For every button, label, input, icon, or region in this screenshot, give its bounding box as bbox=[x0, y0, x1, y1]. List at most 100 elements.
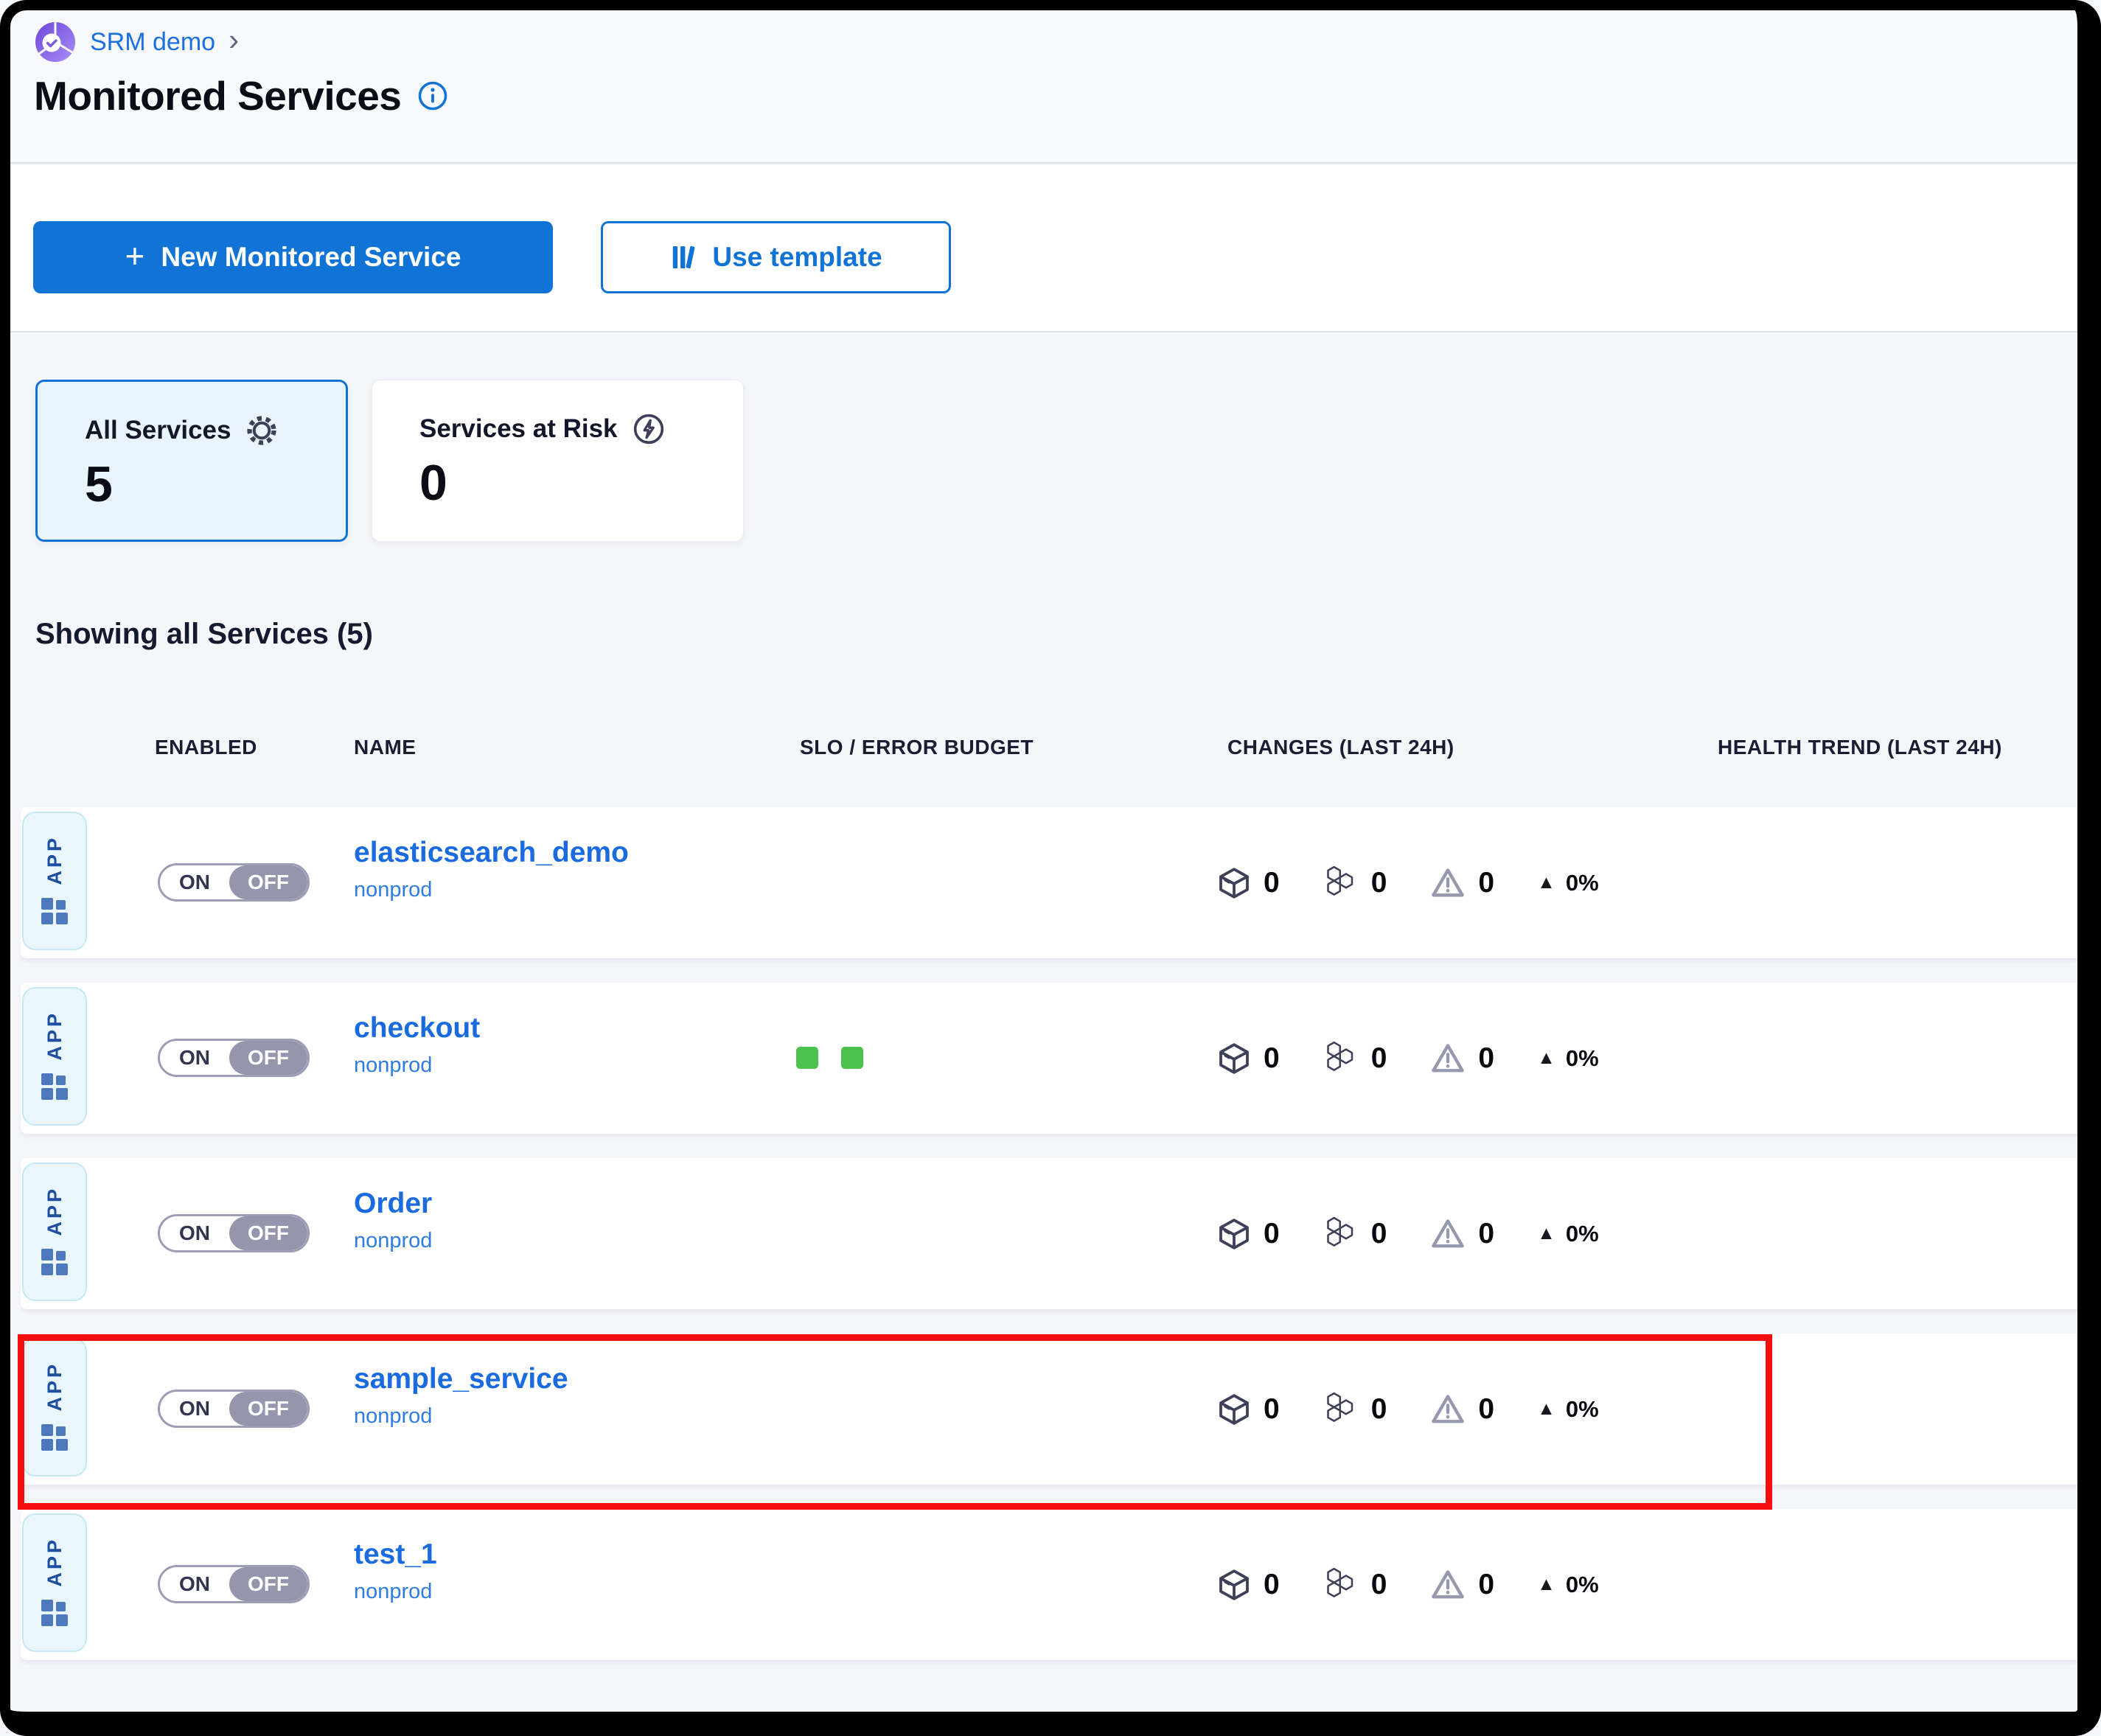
trend-percent: 0% bbox=[1565, 1220, 1599, 1247]
table-row: APP ON OFF elasticsearch_demo nonprod 0 … bbox=[21, 807, 2080, 958]
table-row: APP ON OFF Order nonprod 0 0 0 ▲ 0% bbox=[21, 1158, 2080, 1309]
app-badge-label: APP bbox=[43, 835, 66, 885]
warning-triangle-icon bbox=[1429, 1391, 1466, 1428]
actions-toolbar: + New Monitored Service Use template bbox=[0, 165, 2101, 332]
column-header-slo: SLO / ERROR BUDGET bbox=[800, 736, 1034, 759]
use-template-button[interactable]: Use template bbox=[601, 221, 951, 293]
toggle-on-label: ON bbox=[179, 1572, 210, 1595]
health-trend-cell bbox=[1718, 807, 2057, 958]
lightning-icon bbox=[633, 413, 665, 445]
alerts-count: 0 bbox=[1478, 1217, 1495, 1249]
health-trend-cell bbox=[1718, 1158, 2057, 1309]
app-grid-icon bbox=[40, 897, 69, 927]
toggle-off-label: OFF bbox=[229, 1567, 307, 1601]
toggle-on-label: ON bbox=[179, 871, 210, 893]
breadcrumb: SRM demo › bbox=[34, 21, 239, 63]
services-count: 0 bbox=[1370, 866, 1387, 899]
toggle-on-label: ON bbox=[179, 1221, 210, 1244]
services-count: 0 bbox=[1370, 1217, 1387, 1249]
new-monitored-service-label: New Monitored Service bbox=[161, 242, 461, 272]
slo-status-squares bbox=[796, 1047, 863, 1069]
list-heading: Showing all Services (5) bbox=[35, 618, 373, 650]
warning-triangle-icon bbox=[1429, 1040, 1466, 1077]
health-trend-cell bbox=[1718, 1334, 2057, 1485]
toggle-off-label: OFF bbox=[229, 1392, 307, 1426]
all-services-label: All Services bbox=[85, 416, 231, 445]
enabled-toggle[interactable]: ON OFF bbox=[158, 863, 310, 902]
column-header-changes: CHANGES (LAST 24H) bbox=[1227, 736, 1454, 759]
slo-green-square bbox=[796, 1047, 818, 1069]
info-icon[interactable] bbox=[417, 80, 448, 111]
package-cube-icon bbox=[1216, 1041, 1252, 1076]
breadcrumb-link-srm-demo[interactable]: SRM demo bbox=[90, 27, 216, 56]
app-type-badge: APP bbox=[22, 1338, 87, 1477]
trend-up-icon: ▲ bbox=[1537, 872, 1555, 893]
service-name-link[interactable]: elasticsearch_demo bbox=[354, 837, 629, 868]
table-row: APP ON OFF test_1 nonprod 0 0 0 ▲ 0% bbox=[21, 1509, 2080, 1660]
hexagon-cluster-icon bbox=[1323, 1040, 1359, 1077]
service-name-link[interactable]: Order bbox=[354, 1188, 433, 1219]
services-count: 0 bbox=[1370, 1568, 1387, 1600]
toggle-on-label: ON bbox=[179, 1397, 210, 1420]
service-env-label: nonprod bbox=[354, 1229, 433, 1252]
hexagon-cluster-icon bbox=[1323, 865, 1359, 902]
srm-app-logo-icon[interactable] bbox=[34, 21, 77, 63]
deployments-count: 0 bbox=[1264, 1568, 1280, 1600]
services-count: 0 bbox=[1370, 1392, 1387, 1425]
column-header-name: NAME bbox=[354, 736, 417, 759]
toggle-off-label: OFF bbox=[229, 1216, 307, 1250]
app-grid-icon bbox=[40, 1073, 69, 1102]
all-services-count: 5 bbox=[85, 456, 113, 512]
column-header-health-trend: HEALTH TREND (LAST 24H) bbox=[1718, 736, 2002, 759]
alerts-count: 0 bbox=[1478, 866, 1495, 899]
alerts-count: 0 bbox=[1478, 1042, 1495, 1074]
hexagon-cluster-icon bbox=[1323, 1566, 1359, 1603]
services-at-risk-card[interactable]: Services at Risk 0 bbox=[372, 380, 744, 542]
service-env-label: nonprod bbox=[354, 878, 433, 902]
toggle-off-label: OFF bbox=[229, 865, 307, 899]
enabled-toggle[interactable]: ON OFF bbox=[158, 1565, 310, 1603]
service-name-link[interactable]: sample_service bbox=[354, 1363, 568, 1395]
trend-up-icon: ▲ bbox=[1537, 1574, 1555, 1594]
app-badge-label: APP bbox=[43, 1537, 66, 1587]
column-header-enabled: ENABLED bbox=[155, 736, 257, 759]
enabled-toggle[interactable]: ON OFF bbox=[158, 1214, 310, 1252]
new-monitored-service-button[interactable]: + New Monitored Service bbox=[33, 221, 553, 293]
package-cube-icon bbox=[1216, 1216, 1252, 1252]
table-header: ENABLED NAME SLO / ERROR BUDGET CHANGES … bbox=[0, 736, 2101, 770]
trend-up-icon: ▲ bbox=[1537, 1398, 1555, 1419]
app-type-badge: APP bbox=[22, 987, 87, 1126]
alerts-count: 0 bbox=[1478, 1568, 1495, 1600]
service-name-link[interactable]: test_1 bbox=[354, 1538, 437, 1570]
app-type-badge: APP bbox=[22, 812, 87, 950]
enabled-toggle[interactable]: ON OFF bbox=[158, 1039, 310, 1077]
services-count: 0 bbox=[1370, 1042, 1387, 1074]
app-type-badge: APP bbox=[22, 1513, 87, 1652]
table-row: APP ON OFF checkout nonprod 0 0 0 ▲ 0% bbox=[21, 983, 2080, 1134]
package-cube-icon bbox=[1216, 865, 1252, 901]
deployments-count: 0 bbox=[1264, 1217, 1280, 1249]
trend-percent: 0% bbox=[1565, 1571, 1599, 1597]
services-at-risk-count: 0 bbox=[419, 455, 447, 511]
package-cube-icon bbox=[1216, 1392, 1252, 1427]
app-grid-icon bbox=[40, 1248, 69, 1277]
toggle-off-label: OFF bbox=[229, 1041, 307, 1075]
service-env-label: nonprod bbox=[354, 1053, 433, 1077]
services-at-risk-label: Services at Risk bbox=[419, 414, 618, 443]
enabled-toggle[interactable]: ON OFF bbox=[158, 1390, 310, 1428]
app-badge-label: APP bbox=[43, 1011, 66, 1061]
alerts-count: 0 bbox=[1478, 1392, 1495, 1425]
chevron-right-icon: › bbox=[229, 22, 240, 57]
slo-green-square bbox=[841, 1047, 863, 1069]
deployments-count: 0 bbox=[1264, 1392, 1280, 1425]
trend-up-icon: ▲ bbox=[1537, 1047, 1555, 1068]
service-name-link[interactable]: checkout bbox=[354, 1012, 481, 1044]
health-trend-cell bbox=[1718, 983, 2057, 1134]
trend-percent: 0% bbox=[1565, 1045, 1599, 1071]
app-badge-label: APP bbox=[43, 1186, 66, 1236]
trend-up-icon: ▲ bbox=[1537, 1223, 1555, 1244]
all-services-card[interactable]: All Services 5 bbox=[35, 380, 348, 542]
page-header: SRM demo › Monitored Services bbox=[0, 0, 2101, 164]
template-library-icon bbox=[669, 242, 697, 273]
warning-triangle-icon bbox=[1429, 1566, 1466, 1603]
